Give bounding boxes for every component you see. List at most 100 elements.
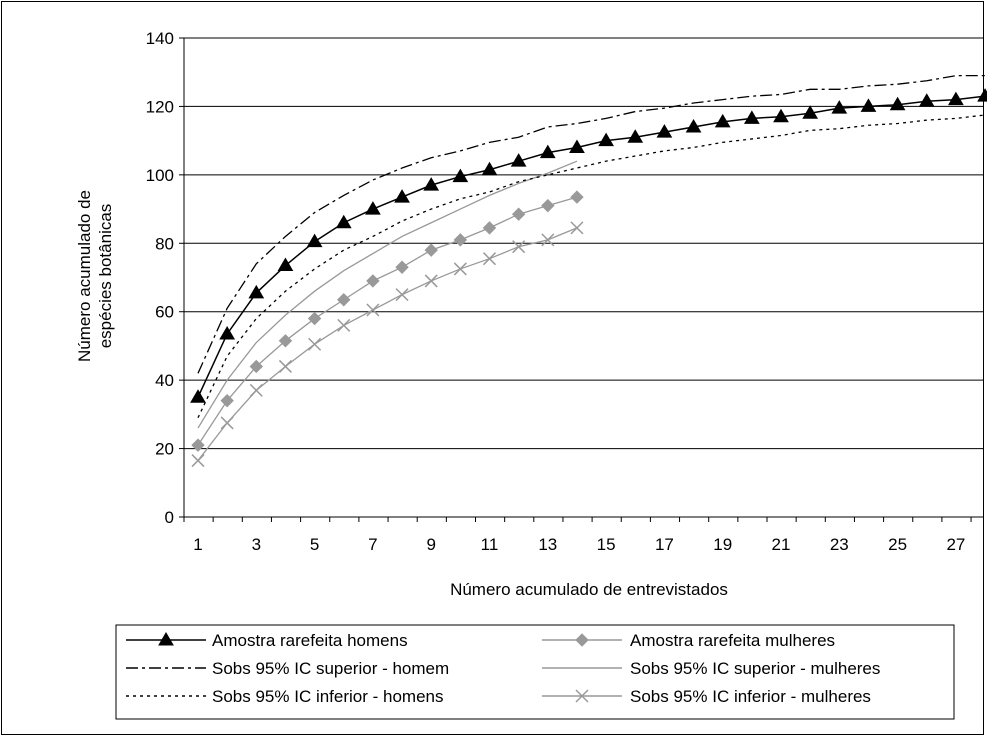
legend-item-0: Amostra rarefeita homens [126,631,408,650]
ytick-label-60: 60 [155,303,174,322]
series-5-point-2-b [249,383,263,397]
series-5-point-4-b [308,337,322,351]
series-1-point-3 [278,334,293,348]
series-1-point-0 [191,438,205,452]
y-tick-labels: 0 20 40 60 80 100 120 140 [146,29,174,527]
xtick-label-27: 27 [946,535,965,554]
ytick-label-40: 40 [155,371,174,390]
ytick-label-140: 140 [146,29,174,48]
y-axis-title-line-2: espécies botânicas [96,204,115,349]
xtick-label-9: 9 [426,535,435,554]
series-5-point-6 [366,303,380,317]
series-0-point-6 [365,201,381,215]
ytick-label-100: 100 [146,166,174,185]
series-0-point-16 [656,124,673,138]
series-1-point-2 [249,359,264,374]
series-0-point-9 [452,168,469,183]
series-0-point-3 [277,257,294,272]
series-5-point-11-b [512,240,526,254]
legend-item-4: Sobs 95% IC inferior - homens [126,687,444,706]
series-5-point-0 [191,454,205,468]
series-5-point-7-b [395,288,409,302]
series-1-point-13 [570,190,584,204]
series-5-point-13 [570,221,584,235]
xtick-label-21: 21 [772,535,791,554]
legend-item-2: Sobs 95% IC superior - homem [126,659,449,678]
series-5-point-6-b [366,303,380,317]
series-1-point-8 [424,243,438,257]
series-0-point-25 [918,93,935,107]
xtick-label-19: 19 [713,535,732,554]
series-1-point-10 [482,221,497,235]
xtick-label-1: 1 [193,535,202,554]
xtick-label-11: 11 [481,535,499,554]
series-1-point-11 [511,207,526,221]
legend-label-3: Sobs 95% IC superior - mulheres [630,659,880,678]
legend-item-5: Sobs 95% IC inferior - mulheres [542,687,871,706]
series-5-point-13-b [570,221,584,235]
series-2 [197,74,986,374]
series-group [190,74,987,468]
series-0-point-8 [423,177,440,191]
series-0 [190,88,987,403]
series-0-point-14 [598,132,614,147]
series-0-point-7 [394,189,410,203]
series-5-point-5 [337,318,351,332]
series-5-point-8 [424,274,438,288]
series-0-point-11 [510,153,527,167]
series-1-point-12 [541,198,555,213]
series-1-point-1 [220,393,234,408]
legend-label-5: Sobs 95% IC inferior - mulheres [630,687,871,706]
series-5-point-9-b [453,262,467,276]
series-0-point-19 [743,110,760,124]
xtick-label-17: 17 [655,535,674,554]
series-0-point-13 [569,139,585,153]
xtick-label-3: 3 [252,535,261,554]
legend-swatch-marker-1 [575,633,589,647]
series-0-point-23 [860,98,877,112]
series-5-point-10 [482,252,497,266]
series-line-3 [197,160,578,429]
legend-label-4: Sobs 95% IC inferior - homens [212,687,444,706]
series-0-point-4 [306,233,323,248]
series-0-point-12 [539,144,556,159]
series-5-point-4 [308,337,322,351]
series-5-point-10-b [482,252,497,266]
grid-lines [184,37,984,450]
series-line-2 [197,74,986,374]
series-0-point-15 [627,129,644,143]
legend-label-1: Amostra rarefeita mulheres [630,631,835,650]
series-5 [191,221,584,468]
xtick-label-15: 15 [597,535,616,554]
series-line-4 [197,114,986,419]
series-1-point-6 [366,274,380,288]
xtick-label-23: 23 [830,535,849,554]
series-5-point-12-b [541,233,555,247]
series-5-point-0-b [191,454,205,468]
series-4 [197,114,986,419]
xtick-label-7: 7 [368,535,377,554]
series-1-point-9 [453,233,468,247]
legend-label-0: Amostra rarefeita homens [212,631,408,650]
series-5-point-5-b [337,318,351,332]
series-5-point-3 [278,359,292,373]
series-5-point-2 [249,383,263,397]
series-0-point-17 [685,118,702,133]
ytick-label-80: 80 [155,234,174,253]
legend-swatch-marker-5 [575,689,589,703]
series-5-point-9 [453,262,467,276]
legend-box [115,624,955,720]
series-5-point-8-b [424,274,438,288]
series-1-point-7 [395,260,409,274]
series-0-point-5 [335,214,352,229]
series-0-point-18 [714,113,731,128]
series-line-1 [197,196,578,446]
legend-swatch-marker-5-b [575,689,589,703]
series-5-point-7 [395,288,409,302]
series-5-point-1 [220,416,234,430]
series-0-point-0 [190,389,206,403]
axes [179,37,984,522]
series-5-point-3-b [278,359,292,373]
